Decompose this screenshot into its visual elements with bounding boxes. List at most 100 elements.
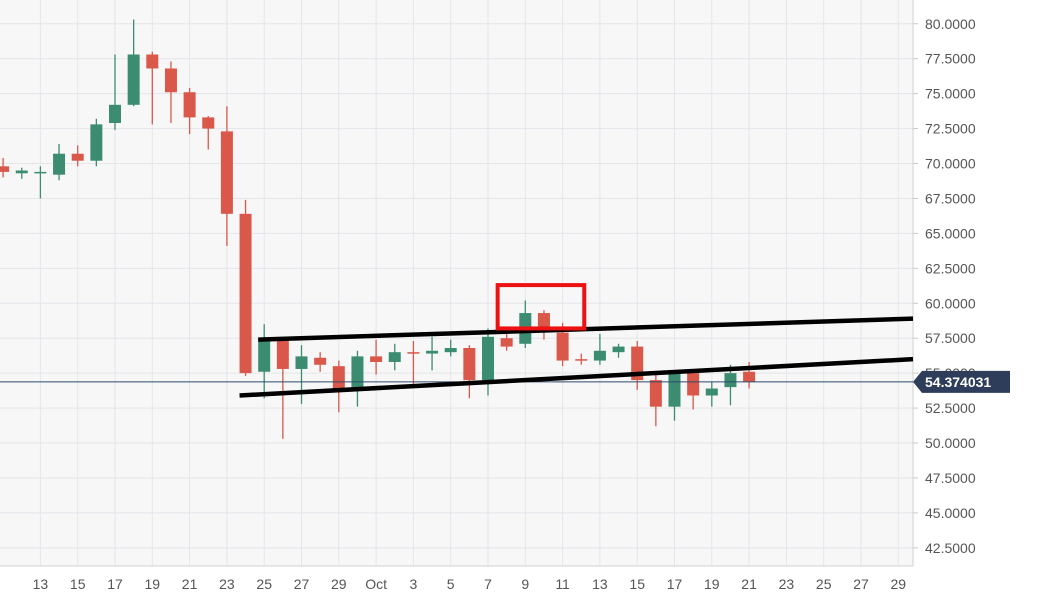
candle: [90, 118, 103, 167]
y-tick-label: 72.5000: [925, 121, 976, 137]
candle: [332, 360, 345, 413]
candle-body: [239, 213, 252, 374]
candle-body: [612, 346, 625, 353]
candle-body: [295, 356, 308, 369]
x-tick-label: 15: [629, 576, 645, 592]
candle: [593, 334, 606, 365]
candle-body: [276, 340, 289, 369]
price-tag-shape: [913, 370, 1010, 393]
x-tick-label: 7: [484, 576, 492, 592]
candle: [537, 310, 550, 340]
candle-body: [220, 131, 233, 214]
candle: [183, 88, 196, 135]
candle: [370, 339, 383, 375]
candle: [426, 336, 439, 371]
y-tick-label: 47.5000: [925, 470, 976, 486]
candle-body: [146, 54, 159, 69]
candle: [258, 324, 271, 399]
candle: [444, 339, 457, 357]
candle: [220, 106, 233, 246]
candle-body: [127, 54, 140, 105]
candle-body: [705, 388, 718, 396]
candle-body: [109, 104, 121, 123]
vertical-gridlines: [39, 0, 899, 566]
candle-body: [0, 166, 10, 172]
candle: [0, 157, 10, 178]
x-tick-label: 17: [107, 576, 123, 592]
y-axis-labels: 80.0000 77.5000 75.0000 72.5000 70.0000 67.50…: [925, 16, 976, 556]
x-tick-label: 21: [182, 576, 198, 592]
x-tick-label: 3: [410, 576, 418, 592]
candle-body: [463, 347, 476, 381]
candle-body: [202, 117, 215, 129]
candle: [687, 371, 700, 410]
y-tick-label: 60.0000: [925, 295, 976, 311]
x-tick-label: 29: [891, 576, 907, 592]
candle-body: [388, 352, 401, 362]
candle: [612, 343, 625, 358]
y-tick-label: 57.5000: [925, 330, 976, 346]
y-tick-label: 70.0000: [925, 156, 976, 172]
candle: [314, 352, 327, 372]
candle-body: [444, 347, 457, 353]
candle: [239, 199, 252, 376]
x-tick-label: 13: [33, 576, 49, 592]
x-tick-label: 17: [667, 576, 683, 592]
x-tick-label: 29: [331, 576, 347, 592]
candle: [463, 345, 476, 399]
x-tick-label: 5: [447, 576, 455, 592]
candle-body: [258, 338, 271, 372]
candle: [127, 19, 140, 107]
candle-body: [743, 371, 756, 382]
candle-body: [71, 153, 84, 161]
price-tag-label: 54.374031: [925, 374, 991, 390]
candle: [109, 54, 121, 130]
candle: [649, 371, 662, 427]
candle-body: [668, 373, 681, 407]
x-tick-label: 25: [816, 576, 832, 592]
candle: [53, 143, 66, 181]
trendline: [239, 356, 914, 398]
y-tick-label: 65.0000: [925, 225, 976, 241]
candle-body: [500, 338, 513, 347]
candle-body: [370, 356, 383, 362]
candle-body: [183, 92, 196, 118]
candle-body: [556, 332, 569, 361]
candle-body: [687, 373, 700, 396]
candle-body: [53, 153, 66, 175]
x-tick-label: Oct: [365, 576, 387, 592]
candle: [407, 340, 420, 388]
highlight-box: [495, 283, 587, 331]
candle-body: [34, 171, 47, 174]
x-axis-labels: 13 15 17 19 21 23 25 27 29 Oct 3 5 7 9 11 13 15 17 19 21 23 2…: [33, 576, 907, 592]
x-tick-label: 9: [521, 576, 529, 592]
candle: [15, 167, 28, 179]
y-tick-label: 62.5000: [925, 260, 976, 276]
x-tick-label: 13: [592, 576, 608, 592]
candle: [202, 115, 215, 150]
y-tick-label: 52.5000: [925, 400, 976, 416]
x-tick-label: 23: [219, 576, 235, 592]
candle-body: [649, 380, 662, 407]
candle: [34, 166, 47, 199]
candle-body: [426, 350, 439, 354]
candle: [575, 353, 588, 365]
x-tick-label: 27: [294, 576, 310, 592]
y-tick-label: 50.0000: [925, 435, 976, 451]
y-tick-label: 45.0000: [925, 505, 976, 521]
candle-body: [15, 170, 28, 174]
x-tick-label: 23: [779, 576, 795, 592]
candle: [388, 343, 401, 371]
candle-body: [314, 357, 327, 365]
y-tick-label: 67.5000: [925, 190, 976, 206]
x-tick-label: 21: [741, 576, 757, 592]
x-tick-label: 15: [70, 576, 86, 592]
x-tick-label: 19: [704, 576, 720, 592]
x-tick-label: 19: [145, 576, 161, 592]
candle: [276, 338, 289, 439]
y-tick-label: 77.5000: [925, 51, 976, 67]
candle-body: [332, 366, 345, 390]
candle-body: [164, 68, 177, 93]
x-tick-label: 11: [555, 576, 570, 592]
